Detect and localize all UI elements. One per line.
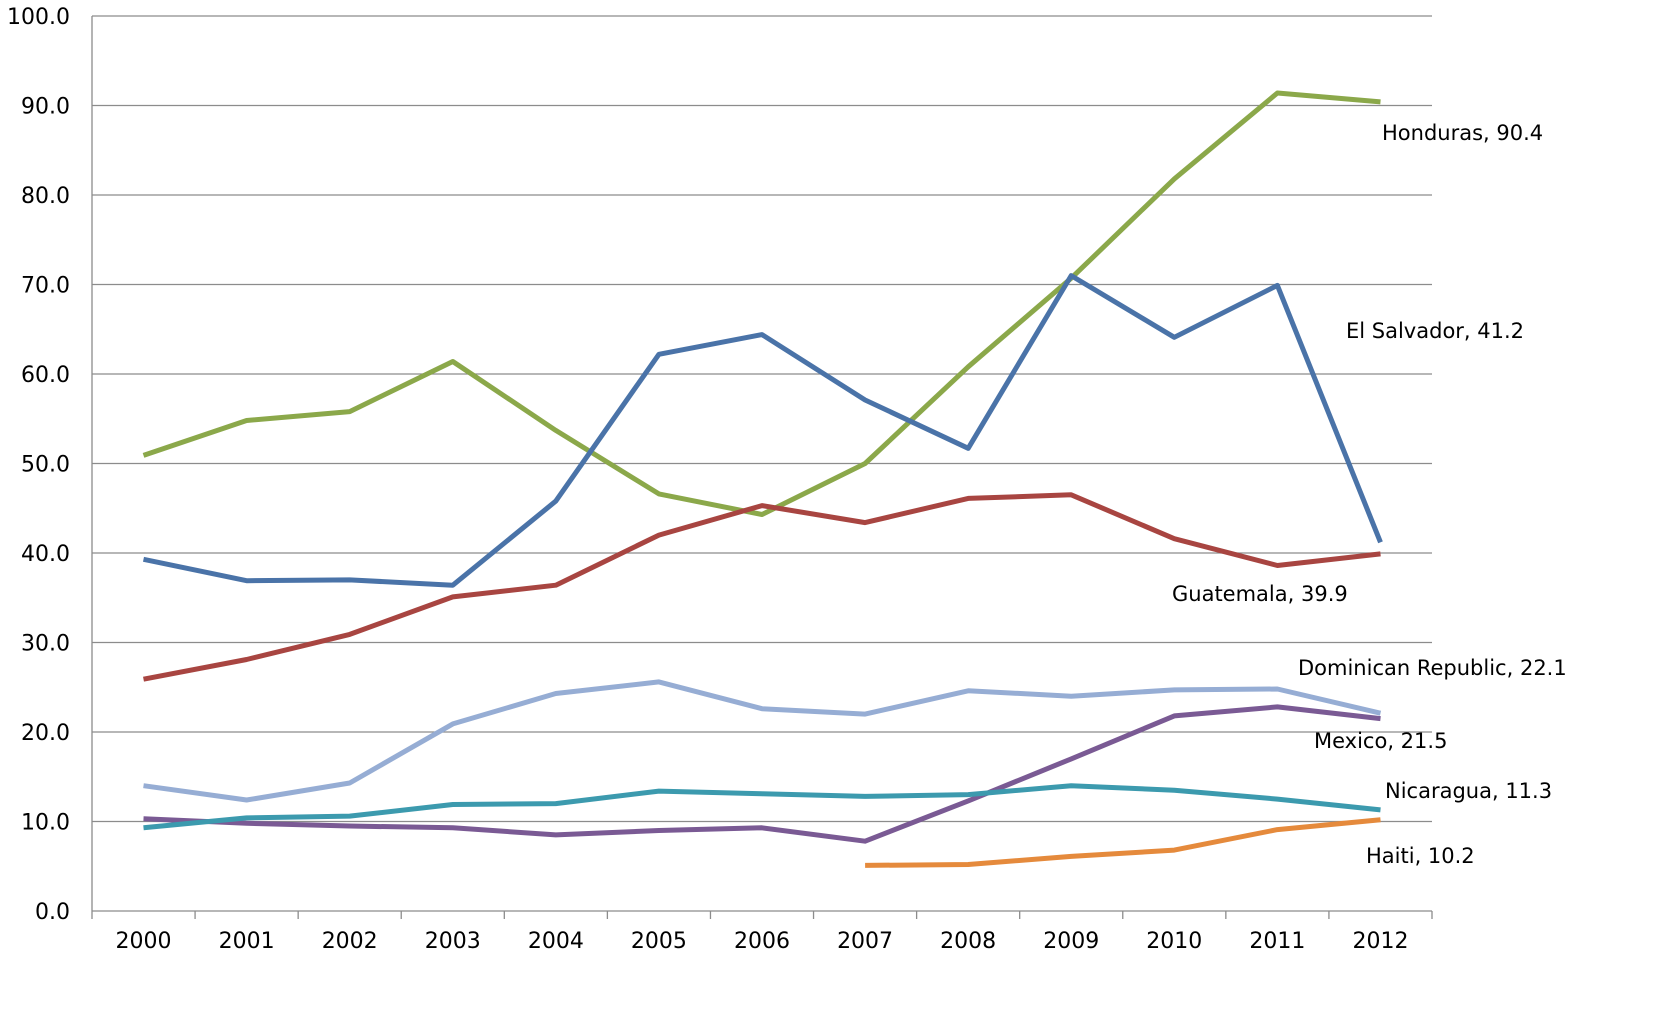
series-label-haiti: Haiti, 10.2 <box>1366 844 1475 868</box>
x-tick-label: 2008 <box>940 929 996 954</box>
series-line-el-salvador <box>142 273 1383 588</box>
series-line-mexico <box>143 704 1381 844</box>
series-line-nicaragua <box>143 783 1381 831</box>
y-tick-label: 10.0 <box>21 811 70 836</box>
y-tick-label: 90.0 <box>21 95 70 120</box>
x-tick-label: 2006 <box>734 929 790 954</box>
x-tick-label: 2004 <box>528 929 584 954</box>
x-tick-label: 2007 <box>837 929 893 954</box>
series-label-guatemala: Guatemala, 39.9 <box>1172 582 1348 606</box>
x-tick-label: 2001 <box>219 929 275 954</box>
y-tick-label: 20.0 <box>21 721 70 746</box>
series-line-dominican-republic <box>143 679 1382 803</box>
y-tick-label: 60.0 <box>21 363 70 388</box>
series-label-mexico: Mexico, 21.5 <box>1314 729 1447 753</box>
y-tick-label: 0.0 <box>35 900 70 925</box>
series-line-guatemala <box>143 492 1381 682</box>
y-tick-label: 50.0 <box>21 453 70 478</box>
series-line-haiti <box>865 817 1381 868</box>
y-tick-label: 30.0 <box>21 632 70 657</box>
y-tick-label: 100.0 <box>7 5 70 30</box>
series-label-el-salvador: El Salvador, 41.2 <box>1346 319 1524 343</box>
x-tick-labels: 2000 2001 2002 2003 2004 2005 2006 2007 2008 2009… <box>116 929 1409 954</box>
series-lines <box>142 90 1383 868</box>
x-tick-label: 2009 <box>1043 929 1099 954</box>
series-labels: Honduras, 90.4 El Salvador, 41.2 Guatemala… <box>1172 121 1567 868</box>
y-tick-labels: 0.0 10.0 20.0 30.0 40.0 50.0 60.0 70.0 80.0 90.0 1… <box>7 5 70 925</box>
x-tick-label: 2011 <box>1249 929 1305 954</box>
series-label-honduras: Honduras, 90.4 <box>1382 121 1543 145</box>
axes <box>91 16 1433 919</box>
y-tick-label: 40.0 <box>21 542 70 567</box>
x-tick-label: 2005 <box>631 929 687 954</box>
series-label-dominican-republic: Dominican Republic, 22.1 <box>1298 656 1567 680</box>
x-tick-label: 2002 <box>322 929 378 954</box>
x-tick-label: 2010 <box>1146 929 1202 954</box>
series-label-nicaragua: Nicaragua, 11.3 <box>1385 779 1552 803</box>
x-tick-label: 2000 <box>116 929 172 954</box>
x-tick-label: 2003 <box>425 929 481 954</box>
y-tick-label: 70.0 <box>21 274 70 299</box>
series-line-honduras <box>142 90 1381 517</box>
x-tick-label: 2012 <box>1352 929 1408 954</box>
y-tick-label: 80.0 <box>21 184 70 209</box>
